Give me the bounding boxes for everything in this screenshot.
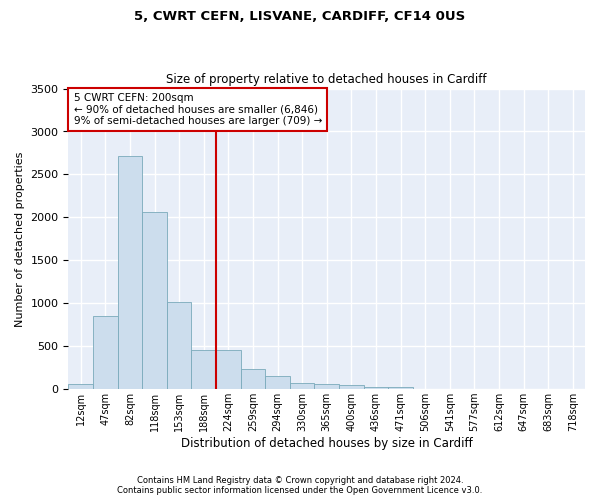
Text: Contains HM Land Registry data © Crown copyright and database right 2024.
Contai: Contains HM Land Registry data © Crown c… xyxy=(118,476,482,495)
Title: Size of property relative to detached houses in Cardiff: Size of property relative to detached ho… xyxy=(166,73,487,86)
X-axis label: Distribution of detached houses by size in Cardiff: Distribution of detached houses by size … xyxy=(181,437,473,450)
Bar xyxy=(364,386,388,389)
Bar xyxy=(388,388,413,389)
Text: 5, CWRT CEFN, LISVANE, CARDIFF, CF14 0US: 5, CWRT CEFN, LISVANE, CARDIFF, CF14 0US xyxy=(134,10,466,23)
Bar xyxy=(216,350,241,389)
Bar xyxy=(68,384,93,389)
Bar xyxy=(265,376,290,389)
Bar xyxy=(142,212,167,389)
Bar xyxy=(339,385,364,389)
Bar xyxy=(241,370,265,389)
Bar xyxy=(93,316,118,389)
Bar xyxy=(191,350,216,389)
Y-axis label: Number of detached properties: Number of detached properties xyxy=(15,151,25,326)
Bar xyxy=(314,384,339,389)
Text: 5 CWRT CEFN: 200sqm
← 90% of detached houses are smaller (6,846)
9% of semi-deta: 5 CWRT CEFN: 200sqm ← 90% of detached ho… xyxy=(74,93,322,126)
Bar xyxy=(118,156,142,389)
Bar xyxy=(290,383,314,389)
Bar xyxy=(167,302,191,389)
